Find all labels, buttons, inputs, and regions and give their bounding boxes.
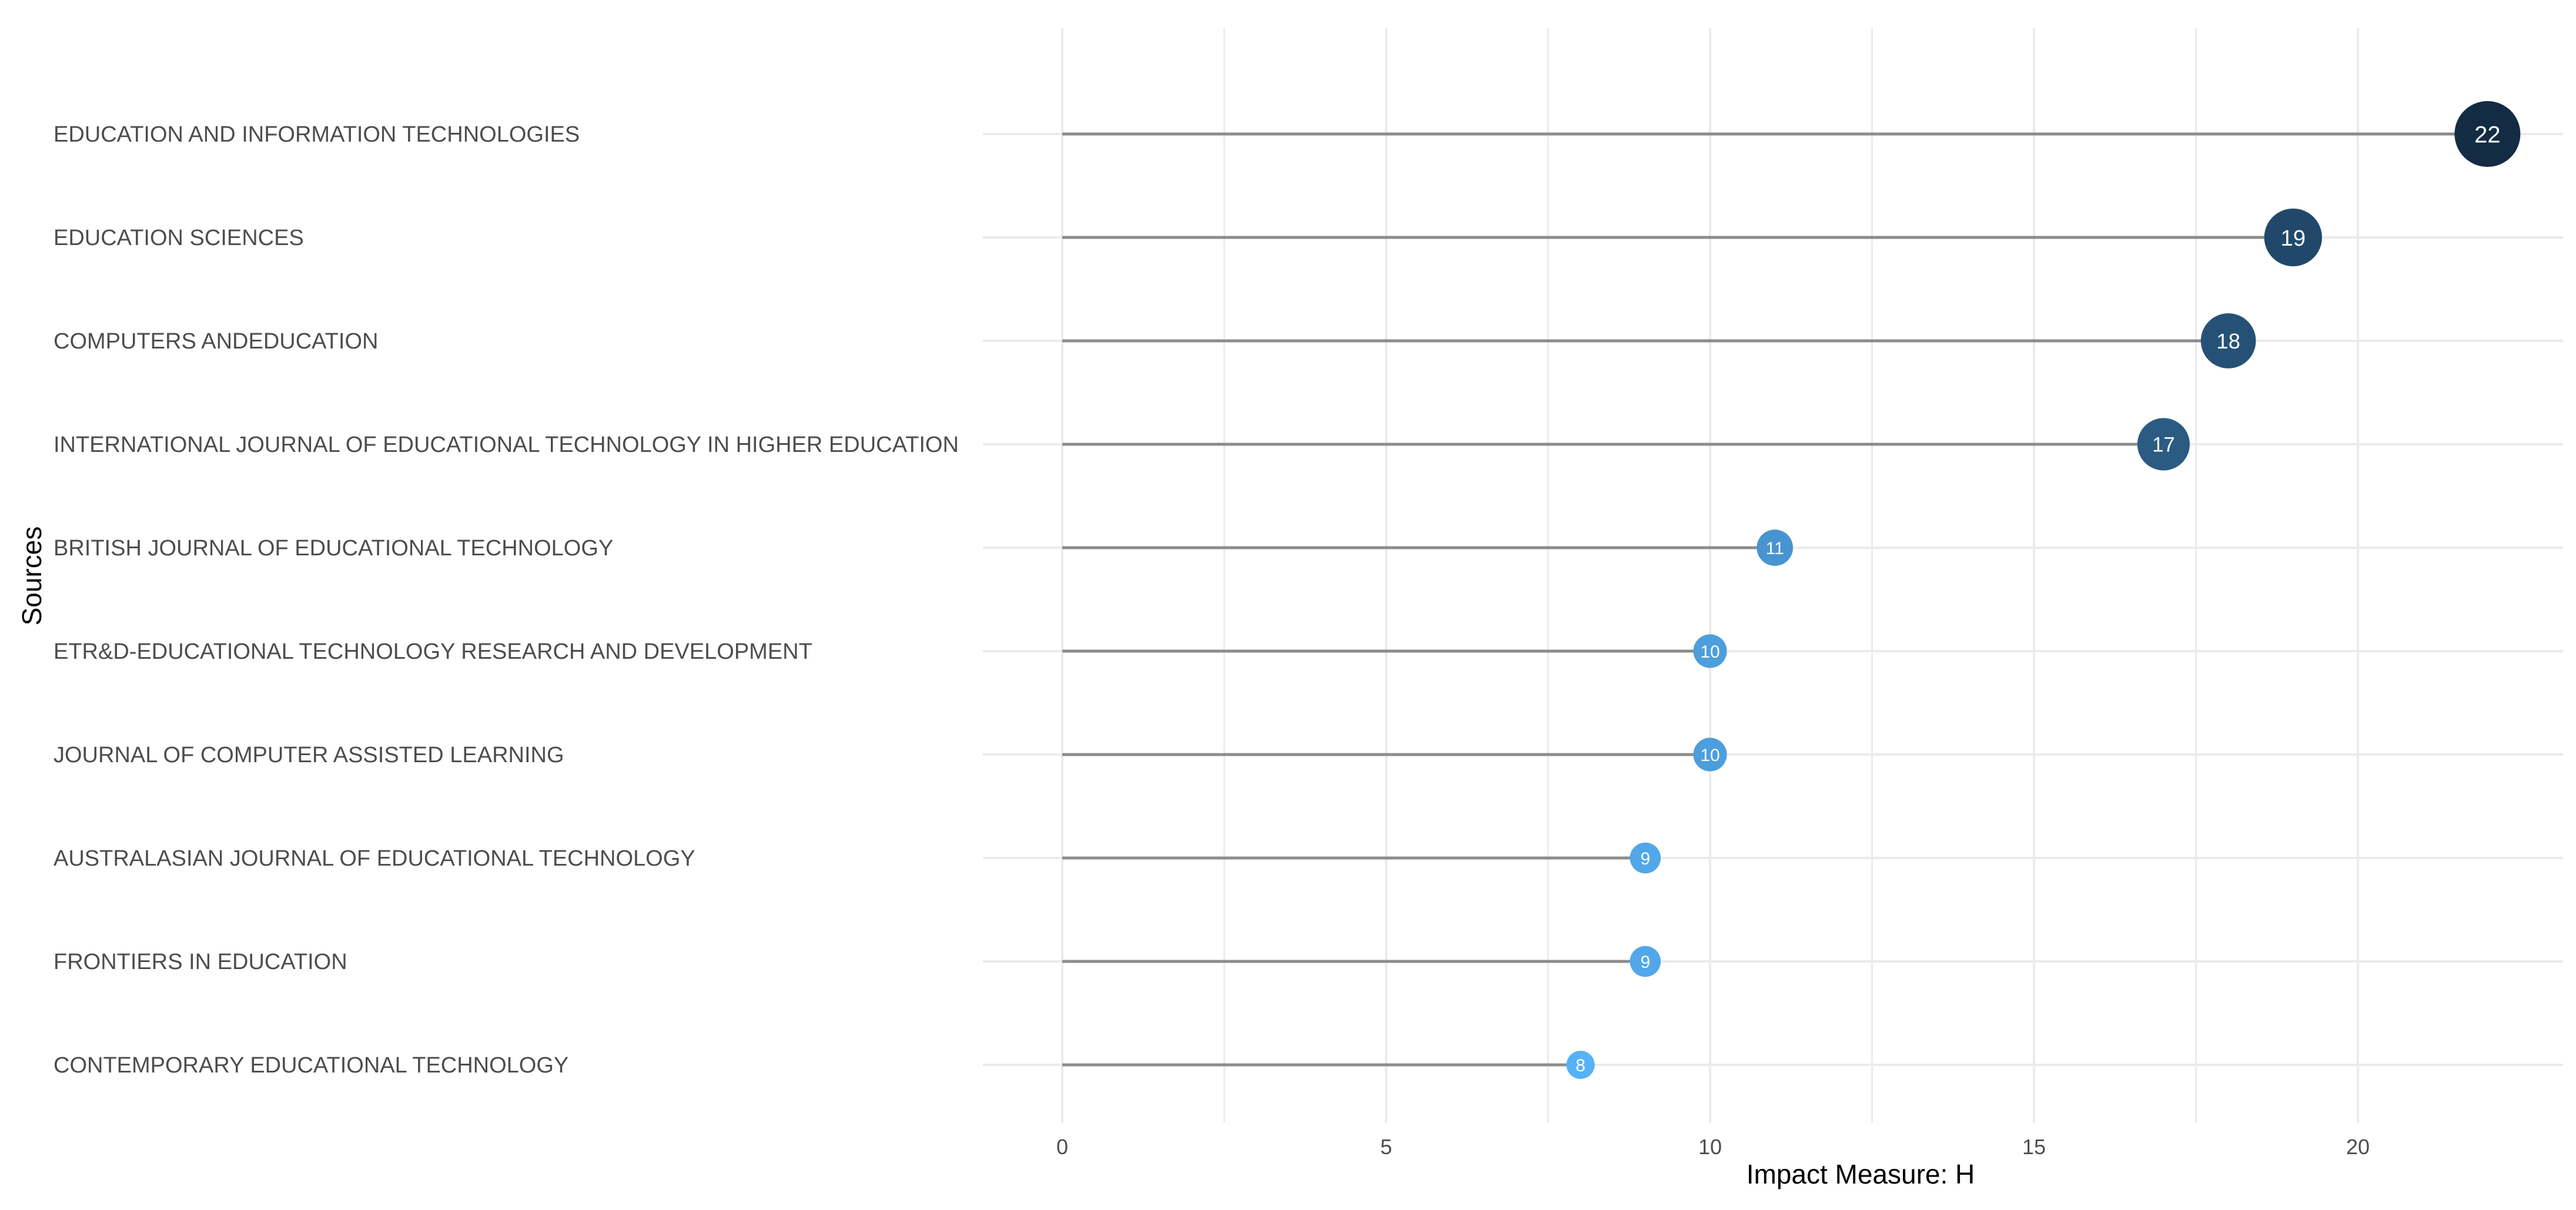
lollipop-point: [1693, 738, 1727, 772]
category-label: EDUCATION AND INFORMATION TECHNOLOGIES: [53, 122, 580, 147]
point-value-label: 22: [2474, 122, 2501, 148]
category-label: BRITISH JOURNAL OF EDUCATIONAL TECHNOLOG…: [53, 536, 613, 561]
lollipop-point: [1693, 634, 1727, 668]
x-tick-label-5: 5: [1380, 1135, 1392, 1159]
point-value-label: 17: [2152, 434, 2175, 457]
minor-gridlines: [1223, 28, 2197, 1122]
x-tick-label-20: 20: [2346, 1135, 2370, 1159]
x-tick-label-15: 15: [2022, 1135, 2046, 1159]
x-axis-title: Impact Measure: H: [1747, 1159, 1975, 1189]
lollipop-point: [1630, 946, 1661, 977]
point-value-labels: 22 19 18 17 11 10 10 9 9 8: [1575, 122, 2500, 1075]
point-value-label: 11: [1766, 539, 1784, 558]
lollipop-point: [1566, 1051, 1595, 1079]
lollipop-points: [1566, 101, 2521, 1079]
lollipop-stems: [1062, 132, 2488, 1067]
y-axis-category-labels: EDUCATION AND INFORMATION TECHNOLOGIES ED…: [53, 122, 959, 1078]
category-label: ETR&D-EDUCATIONAL TECHNOLOGY RESEARCH AN…: [53, 639, 812, 664]
category-label: COMPUTERS ANDEDUCATION: [53, 329, 378, 354]
x-axis-tick-labels: 0 5 10 15 20: [1056, 1135, 2370, 1159]
point-value-label: 8: [1575, 1056, 1585, 1075]
point-value-label: 10: [1700, 746, 1719, 765]
major-gridlines: [983, 28, 2563, 1122]
x-tick-label-0: 0: [1056, 1135, 1068, 1159]
category-label: INTERNATIONAL JOURNAL OF EDUCATIONAL TEC…: [53, 433, 959, 457]
category-label: EDUCATION SCIENCES: [53, 226, 304, 250]
category-label: CONTEMPORARY EDUCATIONAL TECHNOLOGY: [53, 1053, 568, 1078]
lollipop-point: [1757, 529, 1794, 566]
x-tick-label-10: 10: [1698, 1135, 1722, 1159]
category-label: FRONTIERS IN EDUCATION: [53, 950, 347, 974]
category-label: AUSTRALASIAN JOURNAL OF EDUCATIONAL TECH…: [53, 846, 695, 871]
lollipop-point: [2137, 418, 2190, 471]
point-value-label: 18: [2216, 329, 2240, 353]
point-value-label: 10: [1700, 642, 1719, 662]
lollipop-point: [2200, 313, 2256, 368]
category-label: JOURNAL OF COMPUTER ASSISTED LEARNING: [53, 743, 564, 767]
lollipop-point: [1630, 842, 1661, 874]
lollipop-point: [2454, 101, 2521, 167]
lollipop-point: [2264, 208, 2322, 267]
point-value-label: 9: [1640, 849, 1650, 869]
y-axis-title: Sources: [16, 527, 47, 626]
point-value-label: 19: [2280, 226, 2306, 251]
point-value-label: 9: [1640, 953, 1650, 972]
